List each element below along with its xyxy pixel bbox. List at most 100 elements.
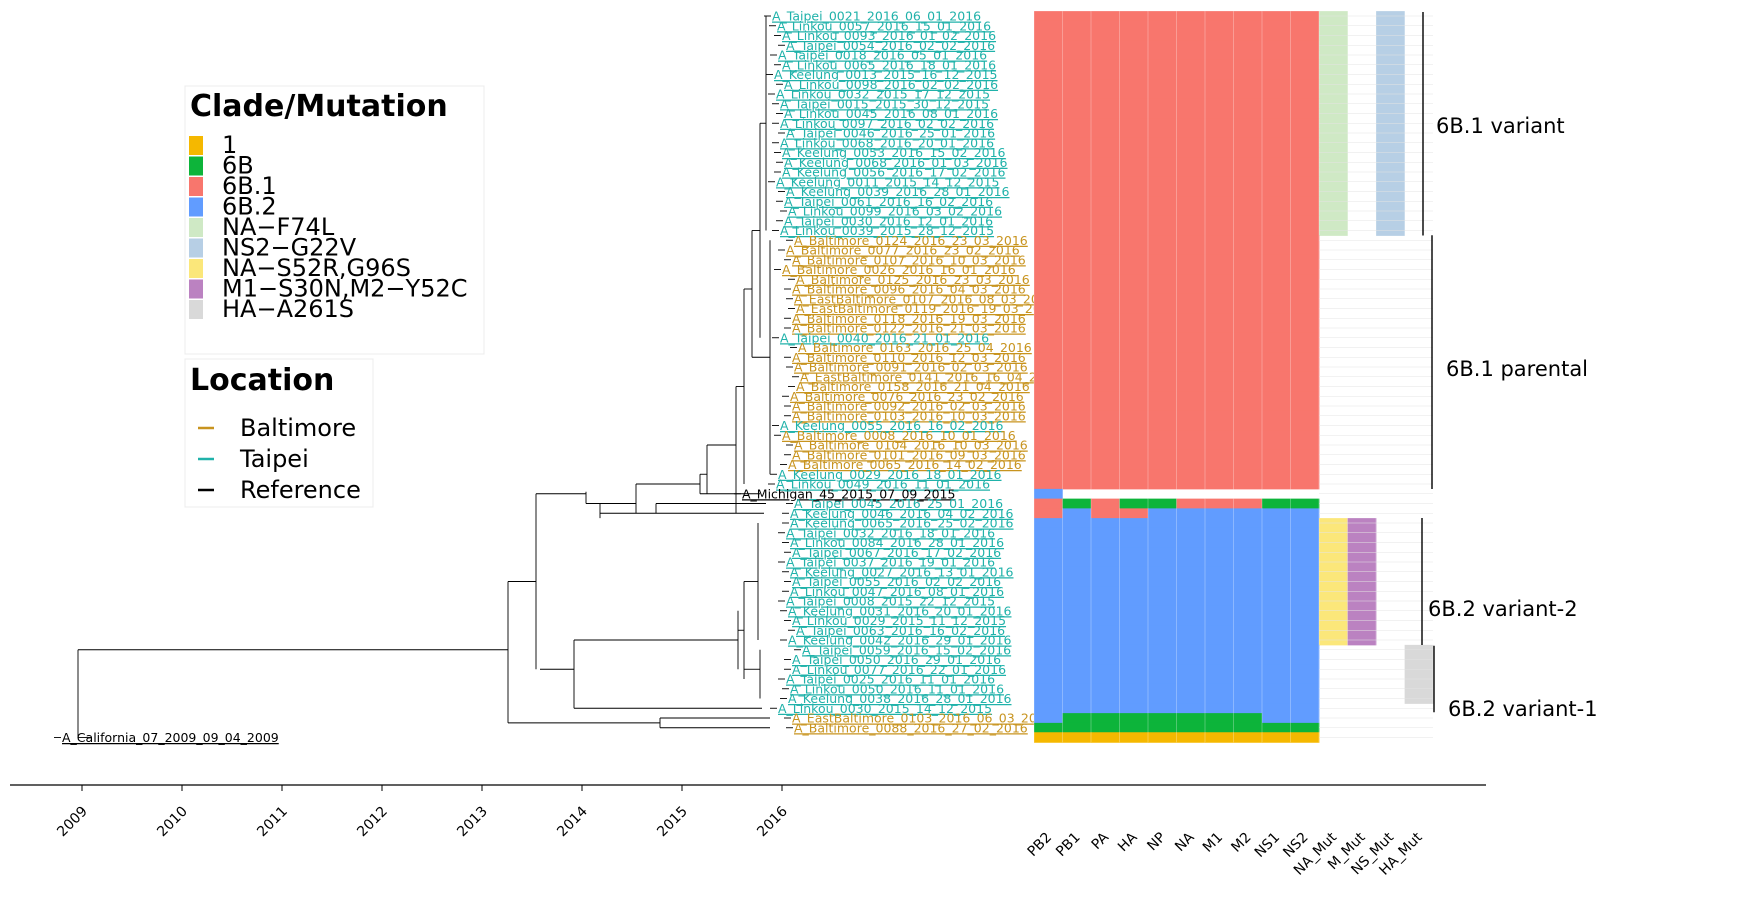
heatmap-cell [1034, 732, 1063, 743]
heatmap-cell [1034, 284, 1063, 295]
year-tick-label: 2011 [254, 804, 291, 841]
tip-label: A_Taipei_0018_2016_05_01_2016 [778, 48, 987, 63]
heatmap-cell [1034, 469, 1063, 480]
heatmap-cell [1290, 615, 1320, 626]
heatmap-cell [1176, 59, 1206, 71]
heatmap-cell [1091, 128, 1120, 139]
heatmap-cell [1062, 391, 1092, 402]
heatmap-cell [1091, 566, 1120, 578]
heatmap-cell [1233, 683, 1263, 695]
tip: A_EastBaltimore_0141_2016_16_04_2016 [792, 369, 1061, 384]
tip-label: A_Taipei_0055_2016_02_02_2016 [792, 574, 1001, 589]
heatmap-cell [1091, 323, 1120, 334]
heatmap-cell [1262, 20, 1291, 32]
heatmap-cell [1119, 449, 1149, 461]
heatmap-cell [1062, 352, 1092, 363]
heatmap-cell [1233, 284, 1263, 295]
tip: A_Baltimore_0091_2016_02_03_2016 [786, 360, 1028, 375]
heatmap-cell [1262, 79, 1291, 90]
heatmap-cell [1091, 342, 1120, 353]
heatmap-cell [1034, 547, 1063, 558]
heatmap-cell [1176, 157, 1206, 168]
heatmap-cell [1176, 722, 1206, 734]
heatmap-cell [1176, 79, 1206, 90]
heatmap-cell [1176, 167, 1206, 178]
heatmap-cell [1091, 108, 1120, 119]
clade-group-brackets: 6B.1 variant 6B.1 parental 6B.2 variant-2 6… [1421, 12, 1598, 721]
heatmap-cell [1034, 186, 1063, 197]
heatmap-cell [1262, 264, 1291, 275]
heatmap-cell [1119, 537, 1149, 548]
heatmap-cell [1262, 157, 1291, 168]
heatmap-cell [1034, 410, 1063, 422]
heatmap-cell [1262, 586, 1291, 597]
heatmap-cell [1176, 703, 1206, 714]
heatmap-cell [1034, 722, 1063, 734]
heatmap-cell [1062, 303, 1092, 314]
heatmap-cell [1062, 644, 1092, 656]
heatmap-cell [1290, 98, 1320, 110]
heatmap-cell [1262, 30, 1291, 41]
heatmap-cell [1290, 167, 1320, 178]
heatmap-cell [1119, 576, 1149, 587]
heatmap-cell [1205, 20, 1234, 32]
tip-label: A_Baltimore_0008_2016_10_01_2016 [782, 428, 1016, 443]
tip-label: A_Keelung_0039_2016_28_01_2016 [786, 184, 1010, 199]
heatmap-cell [1205, 128, 1234, 139]
heatmap-cell [1290, 293, 1320, 305]
heatmap-cell [1262, 40, 1291, 51]
heatmap-cell [1091, 362, 1120, 373]
heatmap-cell [1119, 635, 1149, 646]
tip-label: A_Keelung_0038_2016_28_01_2016 [788, 691, 1012, 706]
tip: A_Taipei_0061_2016_16_02_2016 [776, 194, 993, 209]
tip-label: A_Taipei_0046_2016_25_01_2016 [786, 126, 995, 141]
heatmap-cell [1233, 713, 1263, 724]
heatmap-cell [1148, 293, 1177, 305]
heatmap-cell [1034, 69, 1063, 80]
tip: A_Linkou_0050_2016_11_01_2016 [782, 681, 1004, 696]
heatmap-cell [1062, 215, 1092, 227]
heatmap-cell [1091, 391, 1120, 402]
heatmap-cell [1205, 235, 1234, 246]
tip: A_Taipei_0025_2016_11_01_2016 [778, 672, 995, 687]
heatmap-column-label: HA [1115, 829, 1141, 855]
heatmap-cell [1119, 566, 1149, 578]
heatmap-cell [1034, 498, 1063, 509]
heatmap-cell [1233, 245, 1263, 256]
heatmap-cell [1091, 410, 1120, 422]
heatmap-cell [1233, 128, 1263, 139]
heatmap-cell [1062, 284, 1092, 295]
heatmap-cell [1148, 20, 1177, 32]
heatmap-cell [1119, 186, 1149, 197]
heatmap-cell [1062, 430, 1092, 441]
tip-label: A_Linkou_0032_2015_17_12_2015 [776, 87, 990, 102]
heatmap-cell [1148, 449, 1177, 461]
heatmap-cell [1290, 274, 1320, 285]
heatmap-cell [1233, 176, 1263, 188]
heatmap-cell [1233, 498, 1263, 509]
tip-label: A_Linkou_0077_2016_22_01_2016 [792, 662, 1006, 677]
heatmap-cell [1233, 225, 1263, 236]
heatmap-cell [1062, 186, 1092, 197]
heatmap-cell [1233, 362, 1263, 373]
heatmap-cell [1034, 118, 1063, 129]
heatmap-cell [1290, 654, 1320, 665]
heatmap-cell [1148, 557, 1177, 568]
heatmap-cell [1290, 186, 1320, 197]
heatmap-cell [1091, 557, 1120, 568]
heatmap-cell [1262, 566, 1291, 578]
tip-label: A_Linkou_0045_2016_08_01_2016 [784, 106, 998, 121]
heatmap-cell [1262, 50, 1291, 61]
heatmap-cell [1062, 674, 1092, 685]
heatmap-cell [1119, 245, 1149, 256]
heatmap-cell [1290, 674, 1320, 685]
tip-label: A_Keelung_0031_2016_20_01_2016 [788, 603, 1012, 618]
heatmap-cell [1119, 215, 1149, 227]
heatmap-cell [1176, 128, 1206, 139]
heatmap-cell [1062, 40, 1092, 51]
heatmap-cell [1290, 430, 1320, 441]
heatmap-cell [1091, 79, 1120, 90]
heatmap-cell [1034, 176, 1063, 188]
